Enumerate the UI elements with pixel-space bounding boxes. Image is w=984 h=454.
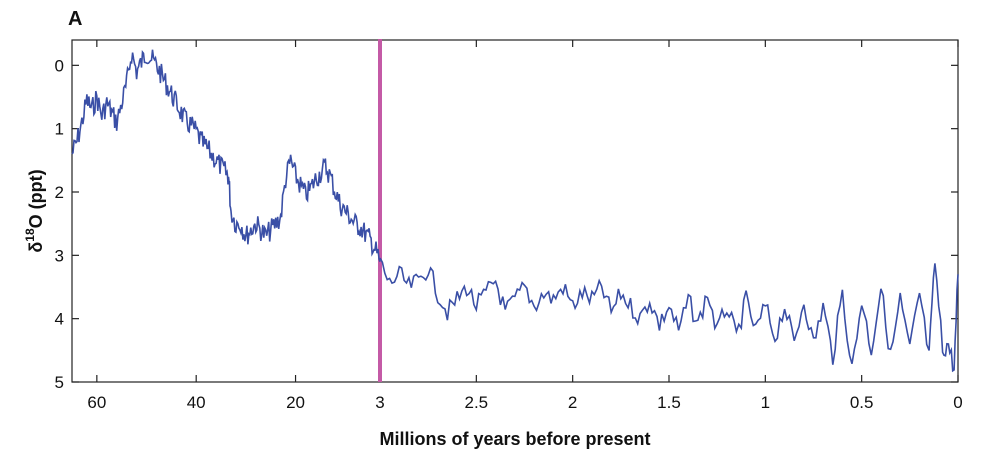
panel-label: A <box>68 8 82 30</box>
y-axis-title: δ18O (ppt) <box>23 169 46 252</box>
y-tick-label: 5 <box>55 373 64 392</box>
x-tick-label: 1.5 <box>657 393 681 412</box>
y-tick-labels: 0 1 2 3 4 5 <box>55 56 64 392</box>
y-tick-label: 1 <box>55 120 64 139</box>
x-tick-labels: 60 40 20 3 2.5 2 1.5 1 0.5 0 <box>87 393 962 412</box>
x-tick-label: 0 <box>953 393 962 412</box>
y-axis-title-base: δ <box>26 242 46 253</box>
y-tick-label: 2 <box>55 183 64 202</box>
plot-frame <box>71 39 959 383</box>
axis-ticks <box>72 40 959 383</box>
x-tick-label: 40 <box>187 393 206 412</box>
y-tick-label: 4 <box>55 310 64 329</box>
x-tick-label: 2 <box>568 393 577 412</box>
x-tick-label: 20 <box>286 393 305 412</box>
y-tick-label: 3 <box>55 246 64 265</box>
x-tick-label: 3 <box>375 393 384 412</box>
x-tick-label: 0.5 <box>850 393 874 412</box>
x-tick-label: 60 <box>87 393 106 412</box>
x-tick-label: 2.5 <box>465 393 489 412</box>
x-tick-label: 1 <box>761 393 770 412</box>
series-line-right <box>379 257 959 373</box>
y-tick-label: 0 <box>55 56 64 75</box>
y-axis-title-rest: O (ppt) <box>26 169 46 228</box>
x-axis-title: Millions of years before present <box>379 429 650 449</box>
series-line-left <box>71 49 381 262</box>
y-axis-title-sup: 18 <box>23 228 37 242</box>
